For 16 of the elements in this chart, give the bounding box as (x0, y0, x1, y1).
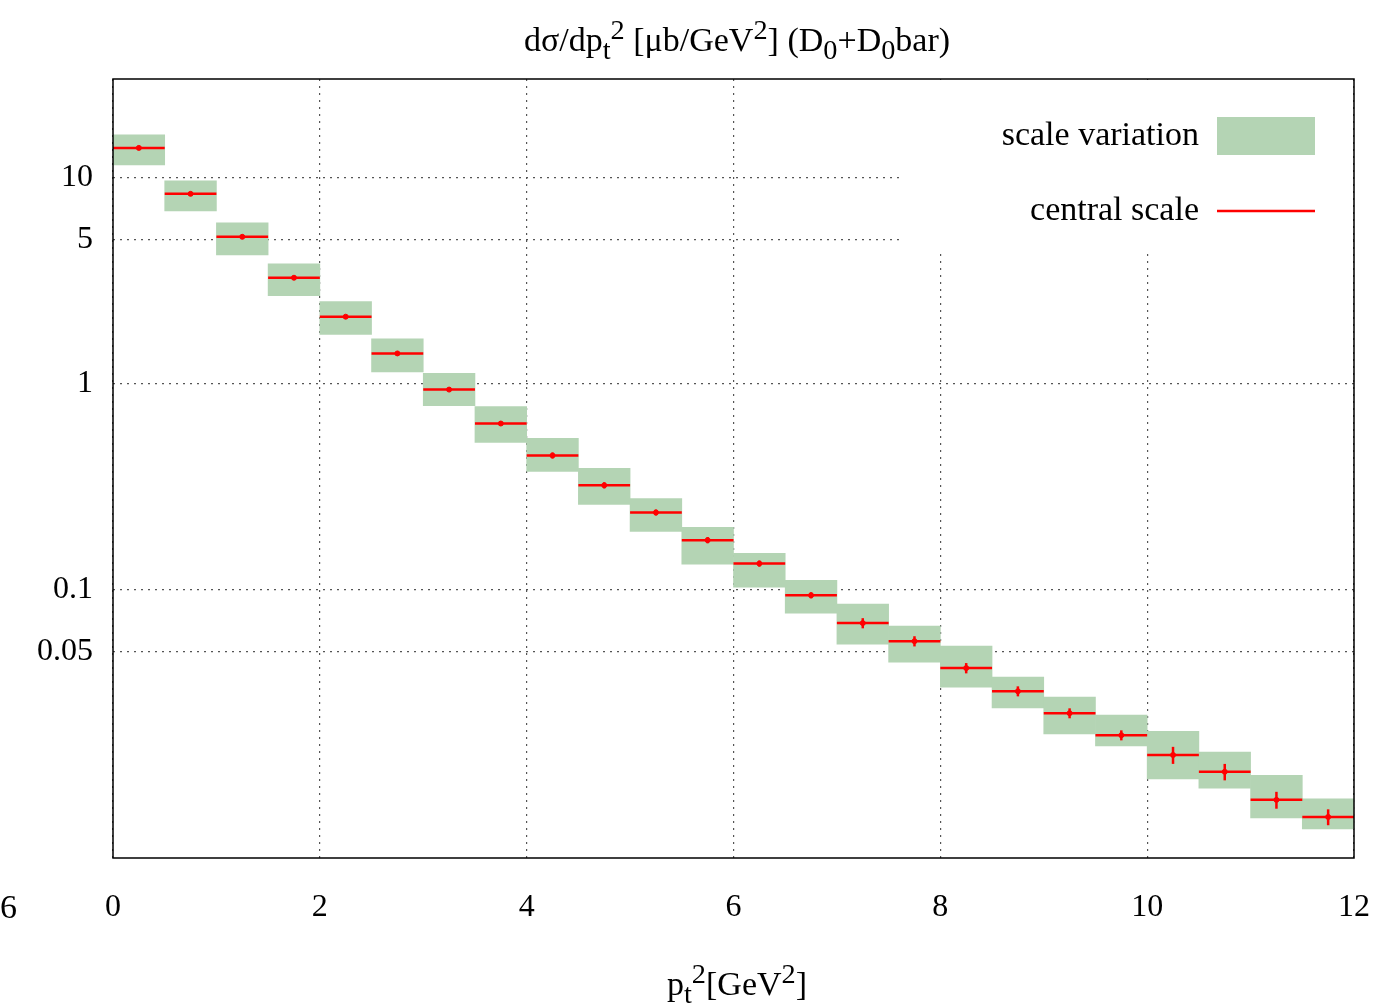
x-tick-label: 6 (725, 886, 742, 923)
x-tick-label: 2 (311, 886, 328, 923)
y-tick-label: 10 (61, 156, 93, 193)
x-tick-label: 0 (105, 886, 121, 923)
y-tick-label: 5 (77, 218, 93, 255)
y-tick-label: 0.05 (37, 631, 93, 668)
x-tick-label: 12 (1338, 886, 1370, 923)
legend-label: central scale (1030, 189, 1199, 227)
x-tick-label: 10 (1131, 886, 1164, 923)
x-axis-title: p$_{t}$$^{2}$[GeV$^{2}$] (665, 958, 809, 1008)
legend-label: scale variation (1001, 114, 1199, 152)
y-tick-label: 0.1 (53, 569, 93, 606)
chart-title: dσ/dp$_{t}$$^{2}$ [μb/GeV$^{2}$] (D$_{0}$+D$_{0}$bar) (523, 14, 951, 66)
x-tick-label: 4 (518, 886, 535, 923)
x-tick-label: 8 (932, 886, 949, 923)
y-tick-label: 1 (77, 362, 93, 399)
